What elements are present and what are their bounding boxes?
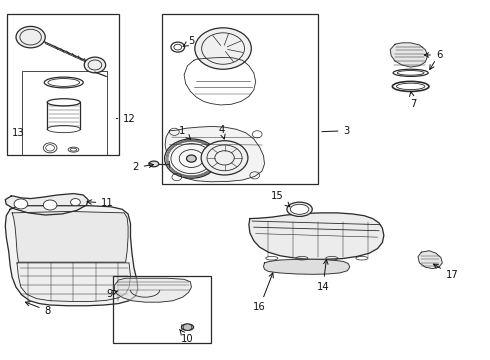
Text: 5: 5 [183,36,195,47]
Text: 7: 7 [410,92,416,109]
Circle shape [195,28,251,69]
Text: 10: 10 [179,329,194,344]
Ellipse shape [287,202,312,216]
Text: 2: 2 [132,162,153,172]
Text: 9: 9 [106,289,118,298]
Text: 1: 1 [178,126,191,139]
Text: 15: 15 [271,191,290,207]
Circle shape [43,200,57,210]
Polygon shape [17,263,130,301]
Bar [162,14,318,184]
Bar [7,14,119,155]
Circle shape [14,199,28,209]
Polygon shape [418,251,442,269]
Circle shape [165,139,218,178]
Circle shape [84,57,106,73]
Polygon shape [5,194,88,215]
Polygon shape [12,211,128,262]
Text: 3: 3 [322,126,350,136]
Polygon shape [264,259,350,274]
Circle shape [71,199,80,206]
Circle shape [187,155,196,162]
Text: 4: 4 [219,125,225,139]
Text: 14: 14 [317,260,329,292]
Polygon shape [249,213,384,259]
Bar [22,71,107,155]
Ellipse shape [181,324,194,330]
Circle shape [201,141,248,175]
Polygon shape [390,43,428,67]
Ellipse shape [290,204,309,214]
Text: 6: 6 [424,50,442,60]
Circle shape [183,324,192,330]
Polygon shape [5,206,138,306]
Polygon shape [165,126,265,182]
Text: 16: 16 [253,273,273,312]
Text: 12: 12 [116,113,136,123]
Circle shape [16,26,45,48]
Bar [114,276,211,342]
Ellipse shape [149,161,159,167]
Text: 17: 17 [434,264,459,280]
Text: 11: 11 [87,198,114,208]
Polygon shape [115,278,192,302]
Text: 13: 13 [12,128,24,138]
Text: 8: 8 [25,302,51,316]
